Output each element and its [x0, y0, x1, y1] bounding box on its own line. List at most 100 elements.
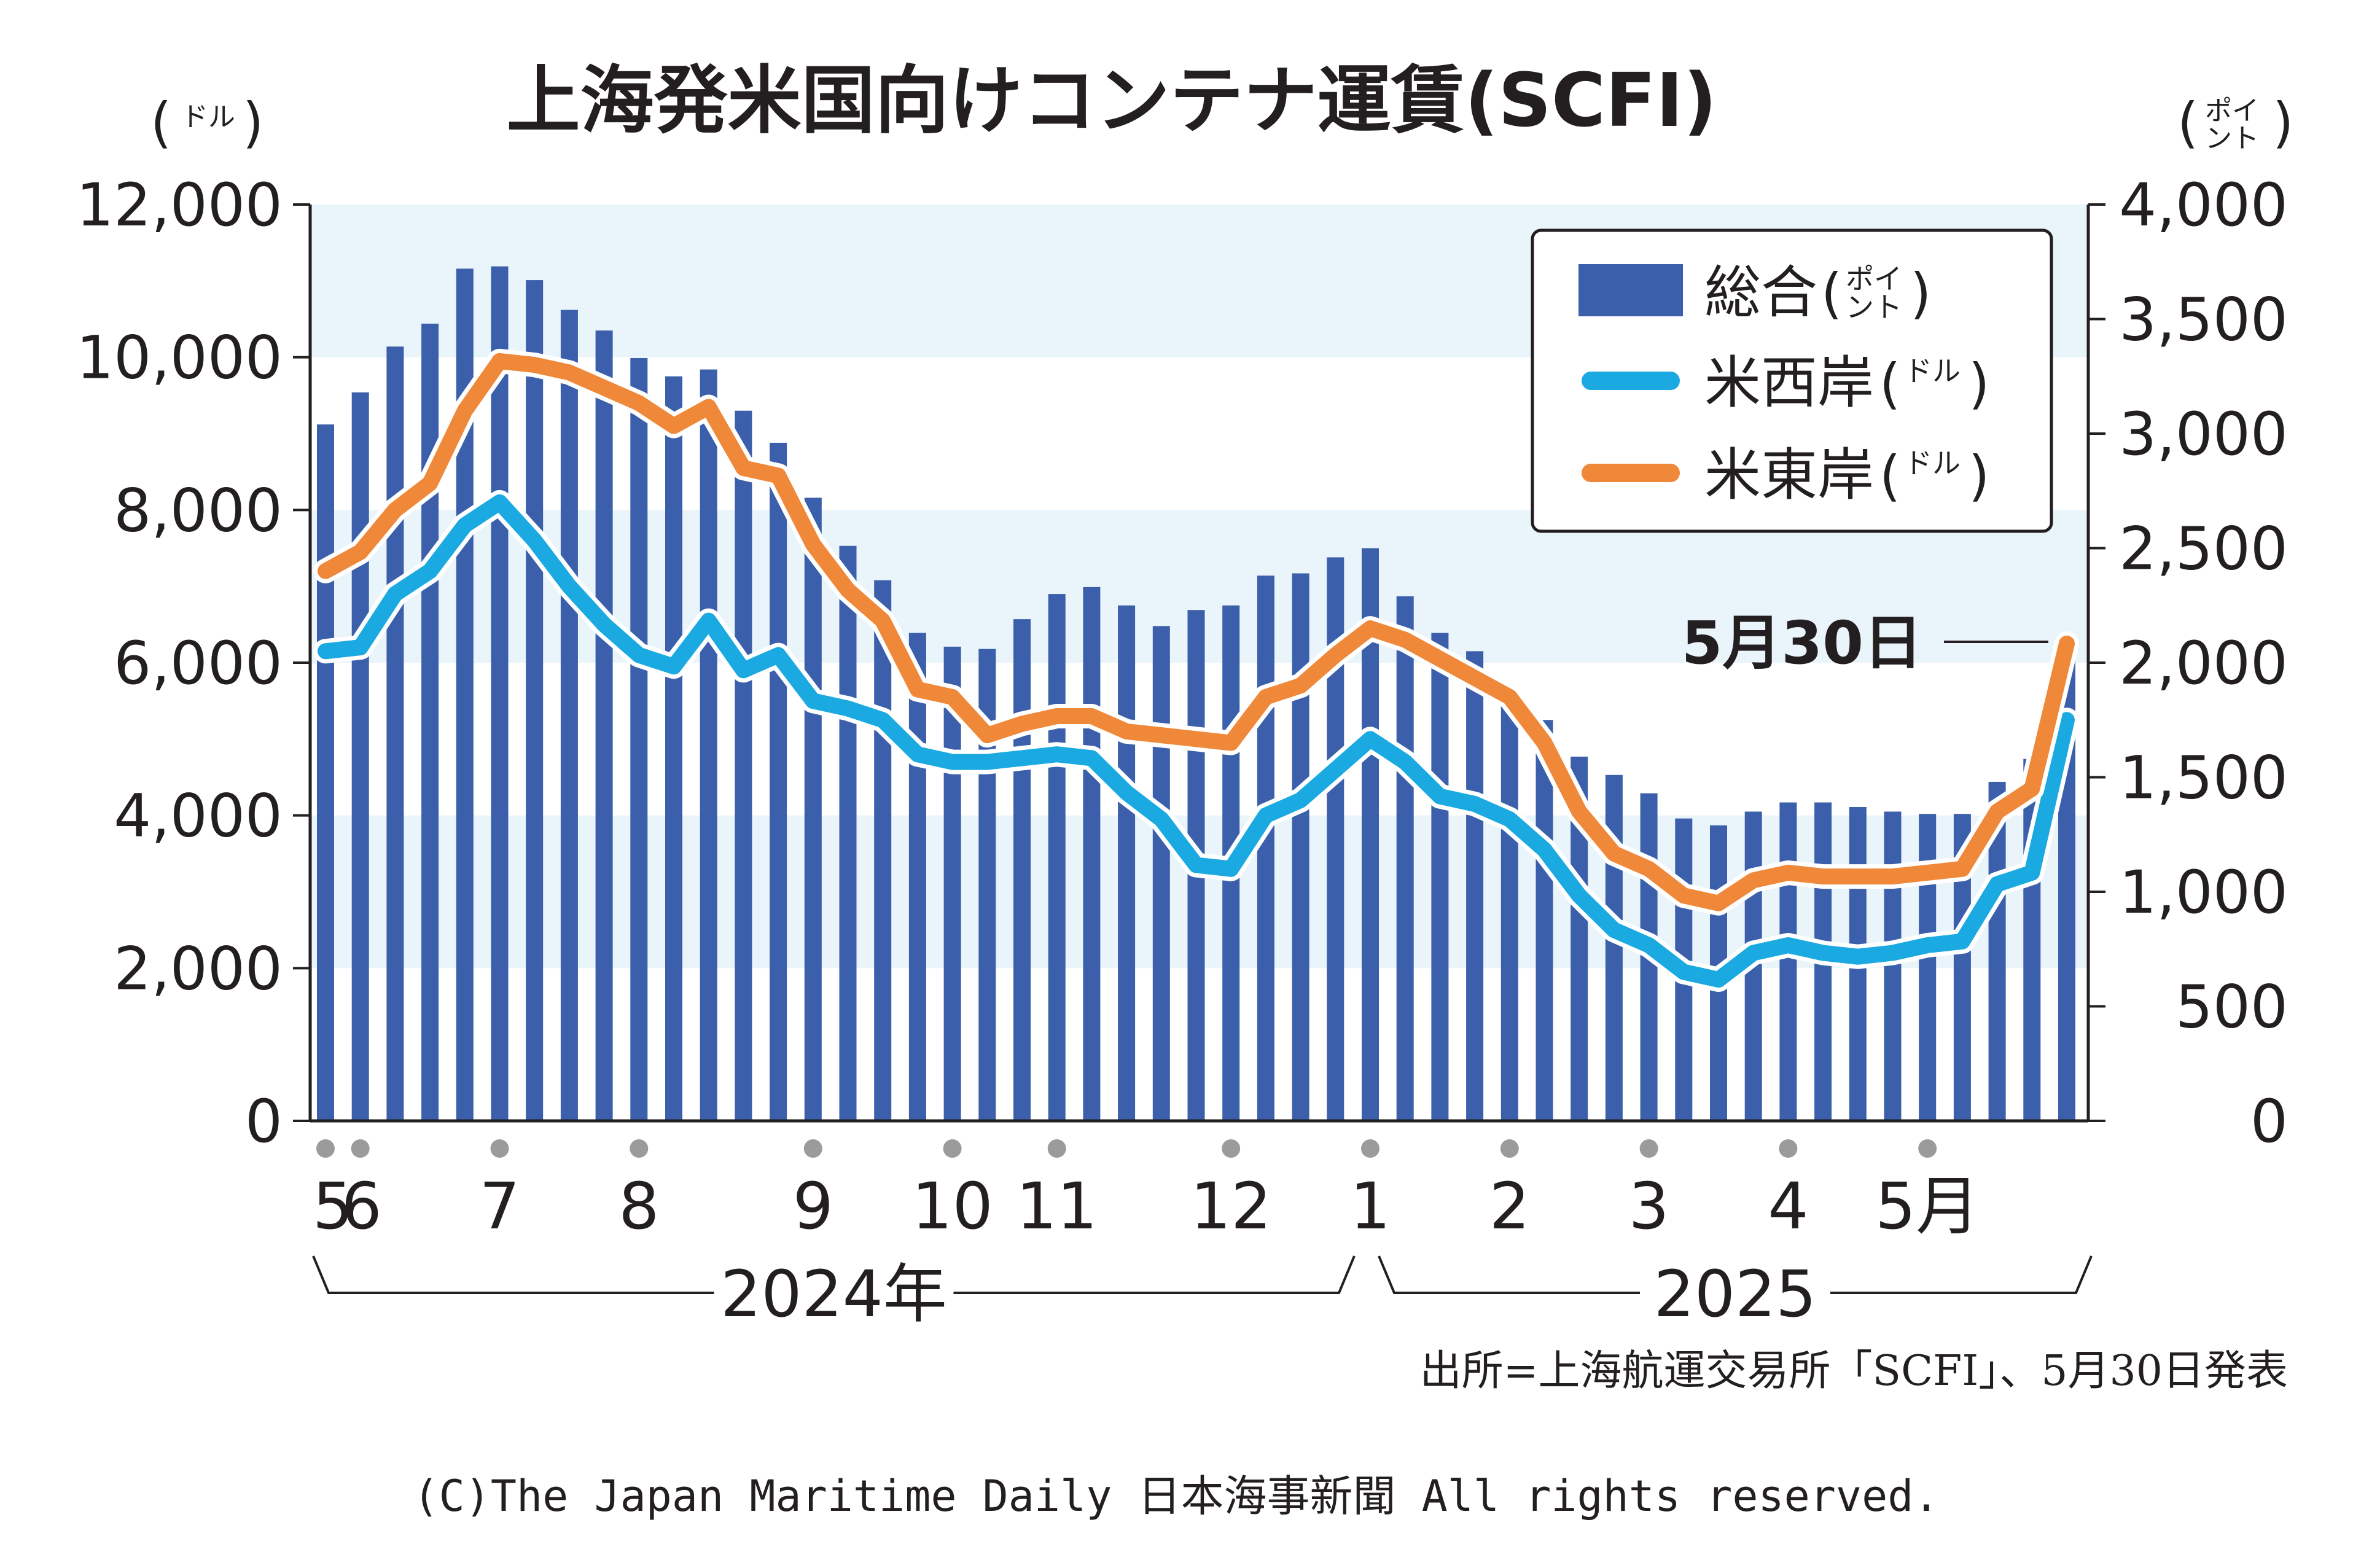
- right-tick-label: 500: [2175, 973, 2288, 1042]
- month-dot: [490, 1139, 509, 1158]
- bar-composite: [874, 580, 892, 1121]
- bar-composite: [1152, 626, 1170, 1121]
- bar-composite: [770, 442, 787, 1121]
- month-dot: [1047, 1139, 1066, 1158]
- right-unit-label-2: ント: [2205, 123, 2259, 154]
- legend-west-unit: ドル: [1904, 354, 1961, 388]
- month-label: 8: [618, 1169, 659, 1244]
- legend-composite-unit-2: ント: [1846, 291, 1902, 324]
- legend: 総合 ( ポイ ント ) 米西岸 ( ドル ) 米東岸 ( ドル ): [1531, 228, 2053, 533]
- left-tick-label: 0: [245, 1087, 283, 1156]
- month-dot: [1500, 1139, 1519, 1158]
- month-label: 5月: [1875, 1169, 1980, 1244]
- right-tick-label: 1,000: [2119, 858, 2288, 927]
- legend-west-paren-close: ): [1969, 352, 1989, 415]
- legend-east-paren-open: (: [1879, 444, 1900, 507]
- right-tick-label: 2,500: [2119, 515, 2288, 583]
- month-label: 10: [911, 1169, 993, 1244]
- month-dot: [630, 1139, 649, 1158]
- month-label: 5: [313, 1169, 353, 1244]
- bar-composite: [1396, 596, 1414, 1121]
- right-tick-label: 1,500: [2119, 744, 2288, 813]
- right-tick-label: 3,500: [2119, 286, 2288, 354]
- month-label: 12: [1190, 1169, 1271, 1244]
- right-tick-label: 2,000: [2119, 629, 2288, 698]
- axis-frame: [308, 205, 2090, 1123]
- month-label: 3: [1629, 1169, 1669, 1244]
- bar-composite: [560, 310, 578, 1121]
- bar-composite: [839, 545, 857, 1121]
- legend-label-composite: 総合: [1704, 260, 1817, 326]
- bar-composite: [630, 357, 648, 1121]
- month-label: 2: [1489, 1169, 1530, 1244]
- bar-composite: [1013, 619, 1031, 1121]
- month-dot: [1222, 1139, 1241, 1158]
- bar-composite: [1292, 573, 1309, 1121]
- right-axis-unit: ( ポイ ント ): [2177, 91, 2293, 154]
- chart-title: 上海発米国向けコンテナ運賃(SCFI): [507, 58, 1717, 144]
- month-label: 4: [1768, 1169, 1808, 1244]
- bar-composite: [1466, 651, 1484, 1121]
- right-tick-label: 0: [2250, 1087, 2288, 1156]
- bar-composite: [1431, 633, 1449, 1121]
- legend-label-east-coast: 米東岸: [1704, 442, 1874, 508]
- bar-composite: [1083, 587, 1101, 1121]
- right-tick-label: 4,000: [2119, 171, 2288, 240]
- year-bracket-2024: [312, 1255, 1356, 1294]
- bar-composite: [491, 266, 509, 1121]
- bar-composite: [1500, 688, 1518, 1121]
- right-unit-label-1: ポイ: [2205, 95, 2259, 127]
- bar-composite: [1535, 720, 1553, 1121]
- line-east-coast: [318, 353, 2075, 911]
- bar-composite: [665, 376, 682, 1121]
- bar-composite: [1884, 811, 1902, 1121]
- left-tick-label: 2,000: [114, 934, 283, 1003]
- legend-swatch-composite: [1578, 264, 1683, 316]
- left-tick-label: 4,000: [114, 782, 283, 851]
- copyright-notice: (C)The Japan Maritime Daily 日本海事新聞 All r…: [413, 1471, 1939, 1521]
- legend-label-west-coast: 米西岸: [1704, 350, 1874, 416]
- bar-composite: [595, 330, 613, 1121]
- bar-composite: [351, 392, 369, 1121]
- year-label-2025: 2025: [1654, 1257, 1817, 1332]
- left-unit-paren-open: (: [150, 91, 171, 154]
- legend-composite-paren-close: ): [1910, 262, 1931, 325]
- month-dot: [1779, 1139, 1798, 1158]
- bar-composite: [526, 280, 544, 1121]
- year-bracket-2025: [1378, 1255, 2093, 1294]
- left-tick-label: 6,000: [114, 629, 283, 698]
- right-unit-paren-close: ): [2273, 91, 2293, 154]
- left-tick-label: 10,000: [76, 324, 283, 392]
- year-label-2024: 2024年: [720, 1257, 947, 1332]
- bar-composite: [700, 369, 717, 1121]
- bar-composite: [1048, 594, 1066, 1121]
- month-label: 6: [341, 1169, 382, 1244]
- bar-composite: [1779, 802, 1797, 1121]
- month-dot: [803, 1139, 822, 1158]
- month-dots: [316, 1139, 1937, 1158]
- month-label: 1: [1350, 1169, 1391, 1244]
- month-label: 11: [1017, 1169, 1098, 1244]
- right-axis-ticks: 4,000 3,500 3,000 2,500 2,000 1,500 1,000 500 0: [2088, 171, 2288, 1156]
- bar-composite: [386, 346, 404, 1121]
- right-unit-paren-open: (: [2177, 91, 2198, 154]
- month-dot: [943, 1139, 962, 1158]
- left-tick-label: 12,000: [76, 171, 283, 240]
- right-tick-label: 3,000: [2119, 400, 2288, 469]
- left-unit-label: ドル: [181, 101, 235, 133]
- legend-west-paren-open: (: [1879, 352, 1900, 415]
- x-month-labels: 56 7 8 9 10 11 12 1 2 3 4 5月: [313, 1169, 1980, 1244]
- month-dot: [351, 1139, 370, 1158]
- month-dot: [1361, 1139, 1379, 1158]
- legend-composite-paren-open: (: [1821, 262, 1842, 325]
- month-dot: [1918, 1139, 1937, 1158]
- bar-composite: [1257, 575, 1274, 1121]
- left-unit-paren-close: ): [243, 91, 263, 154]
- month-label: 7: [479, 1169, 520, 1244]
- month-label: 9: [793, 1169, 833, 1244]
- month-dot: [316, 1139, 335, 1158]
- legend-east-paren-close: ): [1969, 444, 1989, 507]
- left-axis-ticks: 12,000 10,000 8,000 6,000 4,000 2,000 0: [76, 171, 310, 1156]
- bar-composite: [1118, 605, 1136, 1121]
